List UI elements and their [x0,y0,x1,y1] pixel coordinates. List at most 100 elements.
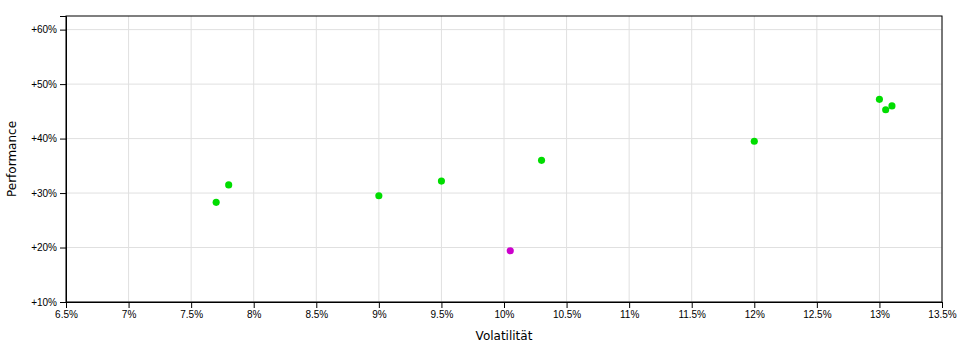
tick: 12% [745,302,765,320]
tick-label: 12% [745,309,765,320]
tick-mark [129,302,130,308]
tick-label: 12.5% [803,309,831,320]
tick: 11.5% [678,302,706,320]
series [213,96,896,206]
tick: 12.5% [803,302,831,320]
tick-mark [817,302,818,308]
tick-mark [60,193,66,194]
tick-mark [60,302,66,303]
tick-mark [942,302,943,308]
y-axis: +10% +20% +30% +40% +50% +60% [31,17,66,308]
tick-mark [191,302,192,308]
tick-label: +60% [31,24,57,35]
point [375,192,382,199]
tick-mark [60,30,66,31]
point [882,106,889,113]
tick-label: 11.5% [678,309,706,320]
grid-line [504,16,505,302]
axis-line [67,303,943,309]
tick: 8.5% [305,302,328,320]
tick: +60% [31,24,66,35]
grid-line [66,84,942,85]
tick-label: +40% [31,133,57,144]
tick: 7% [122,302,137,320]
tick-label: +30% [31,188,57,199]
grid-line [879,16,880,302]
tick-label: +20% [31,242,57,253]
axis-line [60,17,67,303]
grid [66,16,942,302]
grid-line [66,193,942,194]
series [507,247,514,254]
tick-label: +10% [31,297,57,308]
grid-line [191,16,192,302]
point [876,96,883,103]
point [751,138,758,145]
points [213,96,896,255]
tick-label: 11% [620,309,639,320]
tick: 8% [247,302,262,320]
tick: 6.5% [55,302,78,320]
point [213,199,220,206]
tick-mark [254,302,255,308]
grid-line [629,16,630,302]
tick: 11% [620,302,639,320]
tick: +20% [31,242,66,253]
grid-line [691,16,692,302]
tick: 7.5% [180,302,203,320]
tick-mark [754,302,755,308]
tick-label: 7% [122,309,137,320]
grid-line [316,16,317,302]
grid-line [441,16,442,302]
tick-mark [441,302,442,308]
grid-line [66,29,942,30]
tick-label: 10% [494,309,514,320]
plot-frame [66,16,942,302]
tick-mark [504,302,505,308]
tick-label: 9% [372,309,387,320]
point [225,181,232,188]
grid-line [754,16,755,302]
y-axis-title: Performance [5,121,19,197]
chart: 6.5% 7% 7.5% 8% 8.5% 9% 9.5% 10% 10.5% 11% 11.5% 12… [0,0,966,350]
tick: 9% [372,302,387,320]
tick-label: 10.5% [553,309,581,320]
tick-label: 6.5% [55,309,78,320]
point [438,177,445,184]
grid-line [66,138,942,139]
plot: 6.5% 7% 7.5% 8% 8.5% 9% 9.5% 10% 10.5% 11% 11.5% 12… [31,16,957,320]
tick-mark [60,84,66,85]
tick: 9.5% [431,302,454,320]
tick: 13.5% [928,302,956,320]
tick: +50% [31,79,66,90]
point [507,247,514,254]
x-axis: 6.5% 7% 7.5% 8% 8.5% 9% 9.5% 10% 10.5% 11% 11.5% 12… [55,302,957,320]
tick: 10% [494,302,514,320]
point [888,102,895,109]
tick-label: 8% [247,309,262,320]
tick-mark [879,302,880,308]
tick-label: 9.5% [431,309,454,320]
tick-mark [692,302,693,308]
tick-mark [379,302,380,308]
tick: 10.5% [553,302,581,320]
tick: +40% [31,133,66,144]
tick-label: 7.5% [180,309,203,320]
tick-mark [567,302,568,308]
tick-label: 13% [870,309,890,320]
tick: +10% [31,297,66,308]
x-axis-title: Volatilität [476,329,533,343]
tick-mark [60,248,66,249]
grid-line [816,16,817,302]
tick: +30% [31,188,66,199]
grid-line [66,247,942,248]
tick-label: 13.5% [928,309,956,320]
grid-line [378,16,379,302]
tick-mark [316,302,317,308]
tick-mark [629,302,630,308]
tick-mark [60,139,66,140]
tick: 13% [870,302,890,320]
tick-label: +50% [31,79,57,90]
grid-line [566,16,567,302]
point [538,157,545,164]
